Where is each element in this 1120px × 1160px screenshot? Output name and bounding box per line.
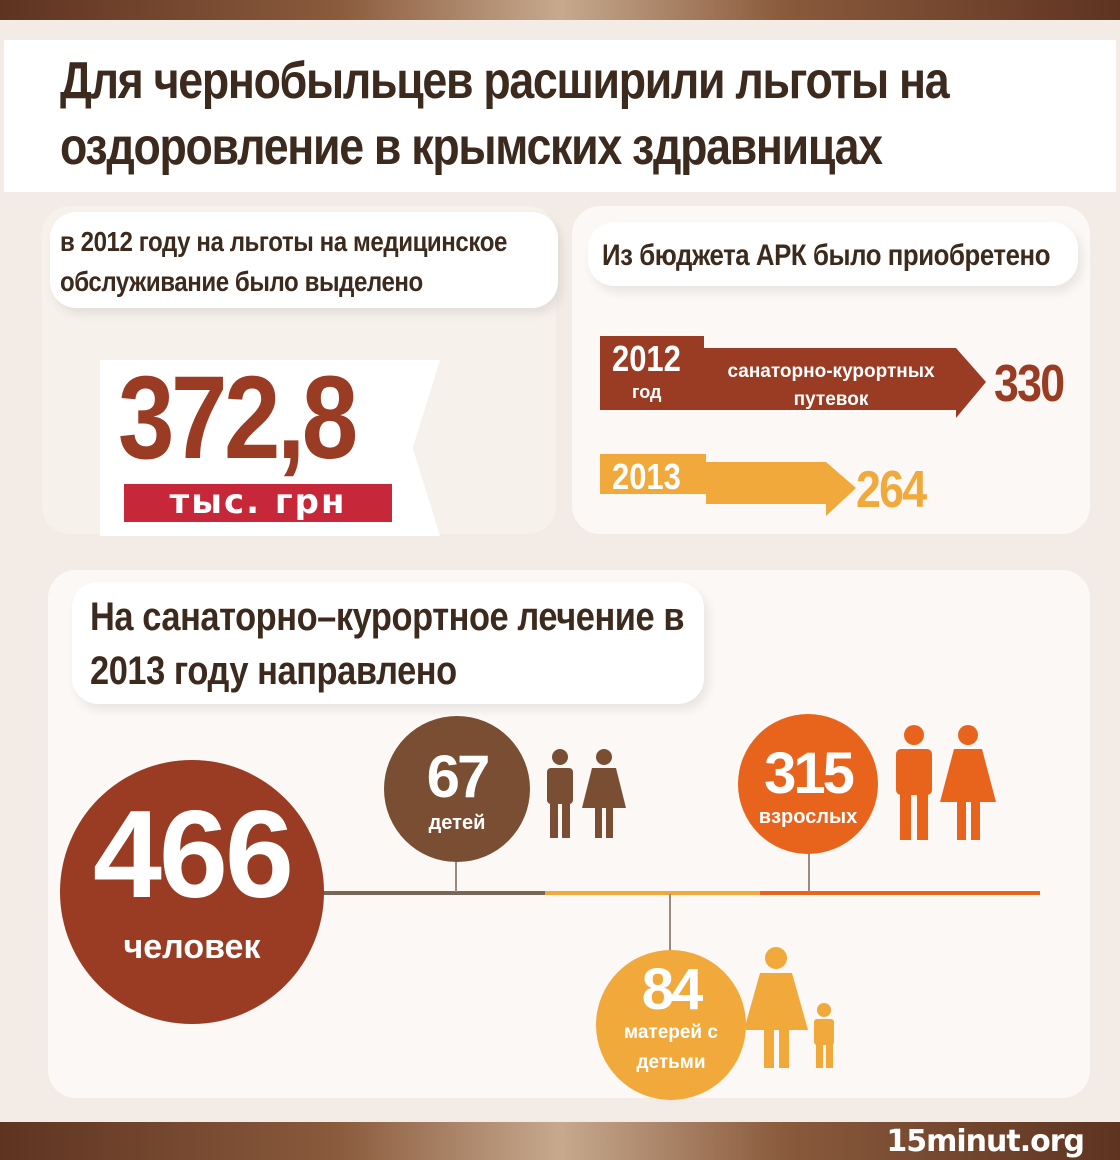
children-label: детей: [428, 812, 486, 834]
total-label: человек: [123, 928, 261, 966]
arrow-2013: [600, 454, 856, 516]
adults-circle: 315 взрослых: [738, 714, 878, 854]
stem-mothers: [669, 894, 671, 952]
year-2012: 2012: [612, 338, 681, 379]
children-circle: 67 детей: [384, 716, 530, 862]
stem-children: [455, 860, 457, 892]
vouchers-label: санаторно-курортных путевок: [727, 361, 935, 410]
stem-adults: [808, 850, 810, 892]
mothers-value: 84: [641, 957, 704, 1022]
children-value: 67: [426, 743, 491, 810]
year-2012-suffix: год: [632, 382, 662, 402]
top-decor-bar: [0, 0, 1120, 20]
vouchers-2013-count: 264: [856, 461, 927, 519]
adults-label: взрослых: [758, 806, 858, 828]
allocation-amount: 372,8: [118, 352, 358, 484]
boy-girl-icon: [547, 749, 626, 838]
year-2013: 2013: [612, 456, 681, 497]
mother-child-icon: [746, 947, 834, 1068]
arrow-2012: [600, 336, 986, 418]
purchased-caption-bubble: [588, 222, 1078, 286]
mothers-circle: 84 матерей с детьми: [596, 950, 746, 1100]
timeline-line-dark: [320, 891, 550, 895]
vouchers-2012-count: 330: [994, 355, 1065, 413]
allocation-caption: в 2012 году на льготы на медицинское обс…: [60, 226, 507, 297]
man-woman-icon: [896, 725, 996, 840]
site-watermark: 15minut.org: [886, 1124, 1085, 1159]
title-background: [4, 40, 1116, 192]
purchased-caption: Из бюджета АРК было приобретено: [602, 239, 1051, 272]
bottom-decor-bar: [0, 1122, 1120, 1160]
treatment-caption-bubble: [72, 582, 704, 704]
allocation-unit: тыс. грн: [124, 484, 392, 522]
total-value: 466: [93, 786, 294, 924]
allocation-caption-bubble: [50, 212, 558, 308]
mothers-label: матерей с детьми: [624, 1022, 718, 1073]
page-title: Для чернобыльцев расширили льготы на озд…: [60, 52, 950, 176]
timeline-line-light: [545, 891, 765, 895]
treatment-caption: На санаторно–курортное лечение в 2013 го…: [90, 595, 685, 693]
timeline-line-orange: [760, 891, 1040, 895]
total-circle: 466 человек: [60, 760, 324, 1024]
adults-value: 315: [764, 741, 855, 806]
